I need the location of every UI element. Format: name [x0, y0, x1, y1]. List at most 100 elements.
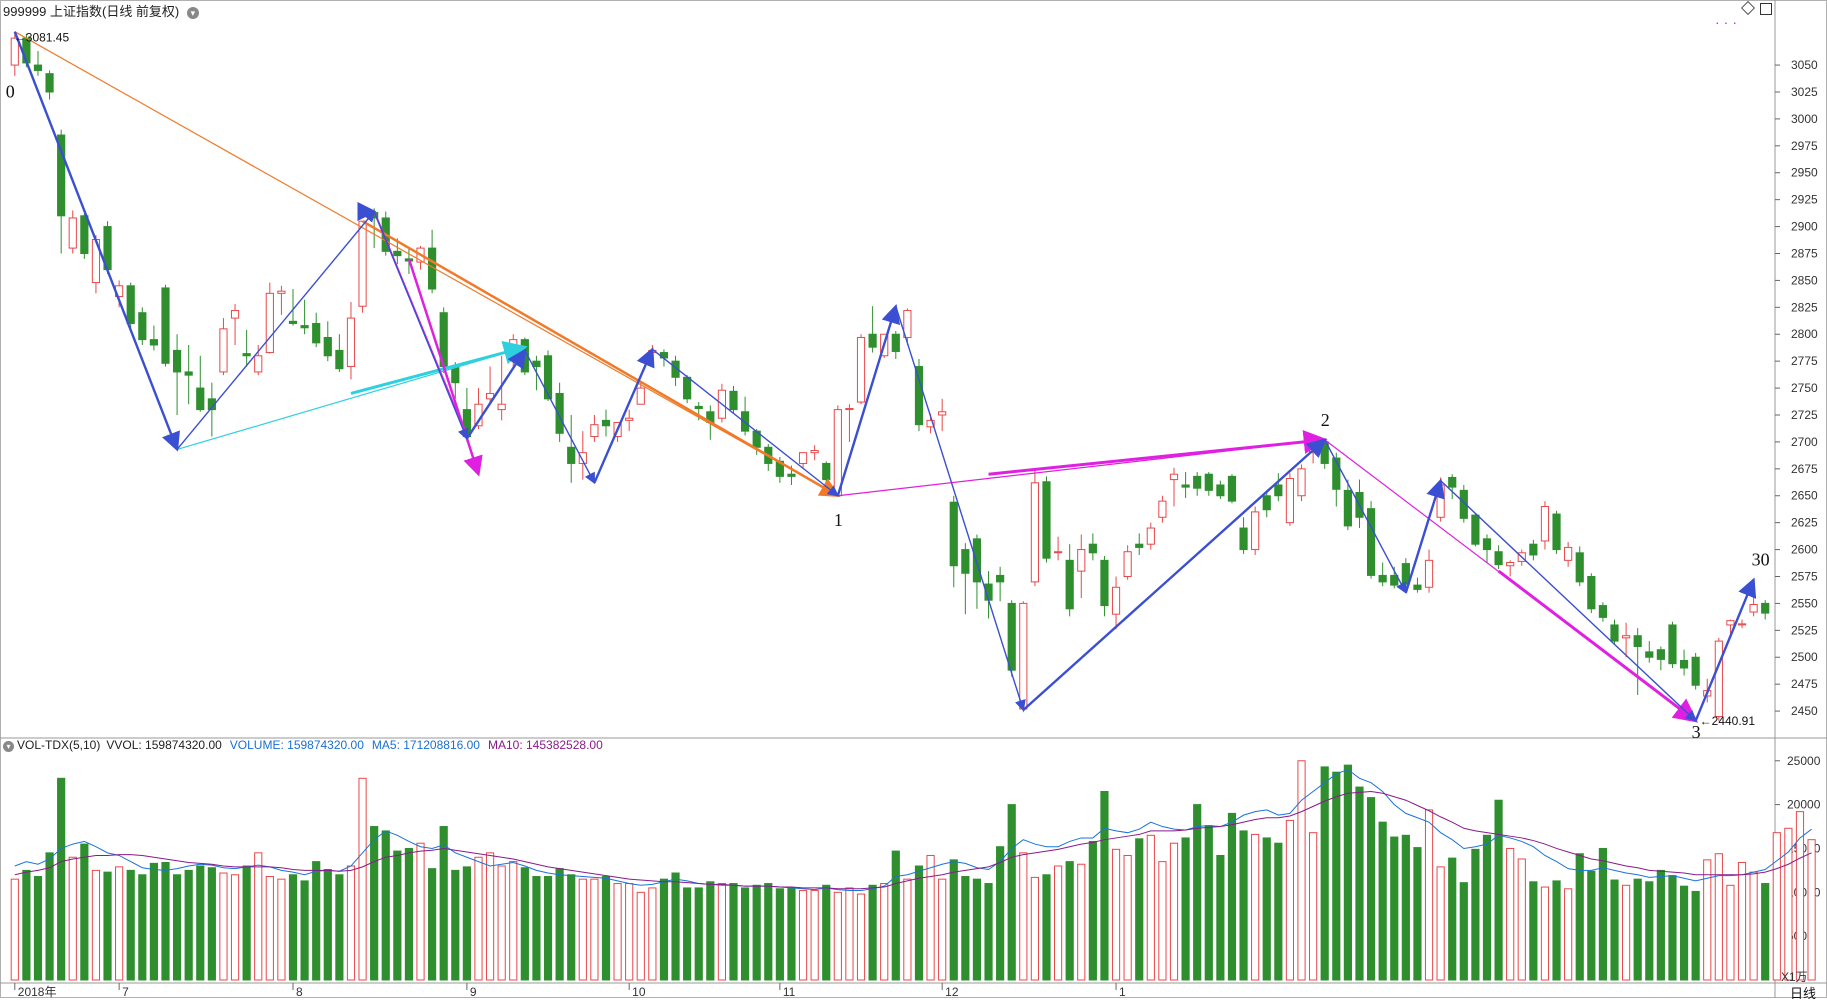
- candle-body-down: [1598, 605, 1608, 618]
- volume-bar-up: [578, 878, 587, 981]
- volume-bar-down: [1598, 847, 1608, 981]
- volume-bar-up: [1436, 866, 1445, 981]
- volume-bar-up: [219, 872, 228, 981]
- trend-line-orange: [361, 220, 841, 497]
- volume-bar-up: [648, 887, 657, 981]
- volume-unit-label: X1万: [1781, 970, 1808, 984]
- volume-bar-up: [798, 890, 808, 981]
- volume-indicator-name: VOL-TDX(5,10): [17, 738, 101, 752]
- volume-bar-down: [1656, 869, 1665, 981]
- wave-label: 30: [1752, 550, 1770, 570]
- candle-body-down: [891, 333, 900, 352]
- volume-bar-up: [346, 865, 356, 981]
- wave-segment: [836, 303, 901, 497]
- period-tab-daily[interactable]: 日线: [1790, 986, 1817, 1001]
- candle-body-down: [1471, 514, 1480, 545]
- candle-body-up: [1297, 468, 1306, 497]
- candle-body-down: [532, 360, 541, 368]
- candle-body-down: [1761, 602, 1770, 614]
- volume-bar-up: [613, 883, 622, 981]
- candle-body-down: [126, 285, 135, 324]
- trend-line-cyan: [350, 340, 528, 395]
- candle-body-down: [242, 353, 251, 357]
- candle-body-down: [335, 349, 344, 370]
- volume-bar-down: [1007, 804, 1016, 981]
- candle-body-down: [1482, 538, 1492, 551]
- volume-bar-down: [1645, 881, 1654, 981]
- restore-window-icon[interactable]: [1760, 3, 1772, 15]
- candle-body-down: [694, 405, 703, 410]
- candle-body-up: [833, 409, 842, 497]
- volume-bar-down: [1320, 766, 1329, 981]
- volume-bar-down: [961, 876, 970, 981]
- price-panel-header: 999999 上证指数(日线 前复权) ▾: [3, 1, 207, 20]
- price-tick-label: 2925: [1791, 193, 1818, 207]
- volume-bar-up: [1424, 809, 1434, 981]
- candle-body-down: [161, 287, 170, 364]
- candle-body-down: [393, 250, 402, 257]
- volume-bar-down: [393, 850, 402, 981]
- time-tick-label: 7: [122, 985, 129, 998]
- volume-bar-down: [126, 869, 135, 981]
- candle-body-down: [1135, 543, 1144, 548]
- wave-segment: [13, 31, 180, 452]
- volume-bar-down: [207, 867, 216, 981]
- candle-body-down: [1552, 513, 1561, 551]
- candle-body-down: [601, 419, 611, 427]
- volume-bar-down: [1216, 854, 1225, 981]
- price-tick-label: 2950: [1791, 166, 1818, 180]
- candle-body-up: [1077, 549, 1086, 572]
- candle-body-down: [1193, 475, 1202, 489]
- volume-bar-down: [462, 866, 471, 981]
- candle-body-up: [1749, 603, 1758, 613]
- candle-body-down: [1679, 659, 1689, 669]
- volume-bar-down: [555, 868, 564, 981]
- candle-body-up: [1714, 640, 1723, 717]
- volume-bar-up: [1146, 834, 1155, 981]
- volume-value: VOLUME: 159874320.00: [229, 738, 364, 752]
- more-options-icon[interactable]: ···: [1715, 14, 1741, 30]
- volume-bar-down: [1390, 836, 1399, 981]
- wave-segment: [1404, 478, 1445, 594]
- candle-body-down: [996, 574, 1005, 583]
- candle-body-up: [1169, 473, 1179, 481]
- volume-bar-down: [1552, 880, 1561, 981]
- trend-line-magenta: [1497, 569, 1699, 723]
- wave-segment: [895, 306, 1026, 712]
- candle-body-down: [1088, 543, 1097, 554]
- candle-body-up: [938, 411, 947, 416]
- volume-bar-down: [984, 883, 993, 981]
- wave-segment: [651, 348, 839, 497]
- trend-line-orange: [14, 31, 839, 497]
- volume-bar-down: [1691, 890, 1700, 981]
- volume-bar-up: [509, 861, 518, 981]
- candle-body-down: [1575, 552, 1584, 583]
- price-tick-label: 2775: [1791, 354, 1818, 368]
- chevron-down-icon[interactable]: ▾: [186, 7, 199, 19]
- wave-label: 2: [1321, 410, 1330, 430]
- volume-bar-up: [265, 876, 274, 981]
- volume-bar-down: [972, 878, 982, 981]
- volume-panel-header: ▾ VOL-TDX(5,10) VVOL: 159874320.00 VOLUME: …: [3, 738, 611, 752]
- volume-bar-down: [671, 872, 680, 981]
- volume-bar-up: [10, 878, 19, 981]
- volume-bar-down: [1413, 847, 1422, 981]
- volume-bar-down: [33, 876, 43, 981]
- time-tick-label: 8: [296, 985, 303, 998]
- price-tick-label: 2500: [1791, 650, 1818, 664]
- candle-body-down: [555, 392, 564, 434]
- candle-body-up: [798, 452, 808, 464]
- volume-bar-up: [91, 869, 101, 981]
- volume-bar-up: [1726, 884, 1735, 981]
- volume-bar-down: [242, 865, 251, 981]
- candle-body-down: [45, 73, 54, 93]
- volume-bar-up: [1540, 886, 1550, 981]
- candle-body-down: [1042, 481, 1051, 559]
- candle-body-down: [1204, 473, 1213, 491]
- collapse-icon[interactable]: ▾: [3, 741, 14, 752]
- volume-bar-down: [787, 887, 796, 981]
- volume-bar-up: [1077, 863, 1086, 981]
- time-tick-label: 1: [1119, 985, 1126, 998]
- wave-segment: [1694, 577, 1757, 722]
